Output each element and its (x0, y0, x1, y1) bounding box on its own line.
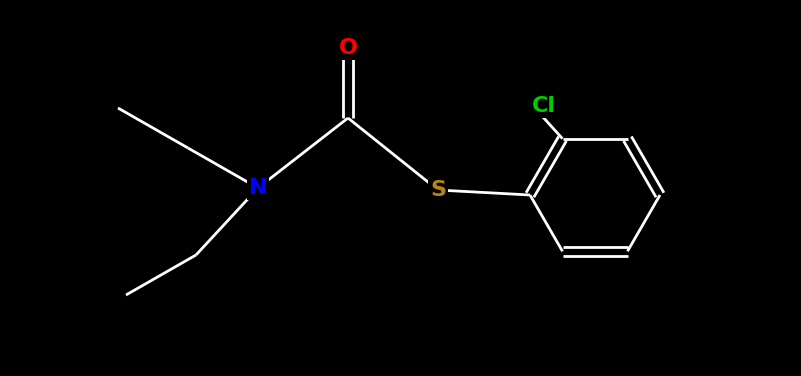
Text: S: S (430, 180, 446, 200)
Text: Cl: Cl (532, 96, 556, 116)
Text: N: N (249, 178, 268, 198)
Text: O: O (339, 38, 357, 58)
